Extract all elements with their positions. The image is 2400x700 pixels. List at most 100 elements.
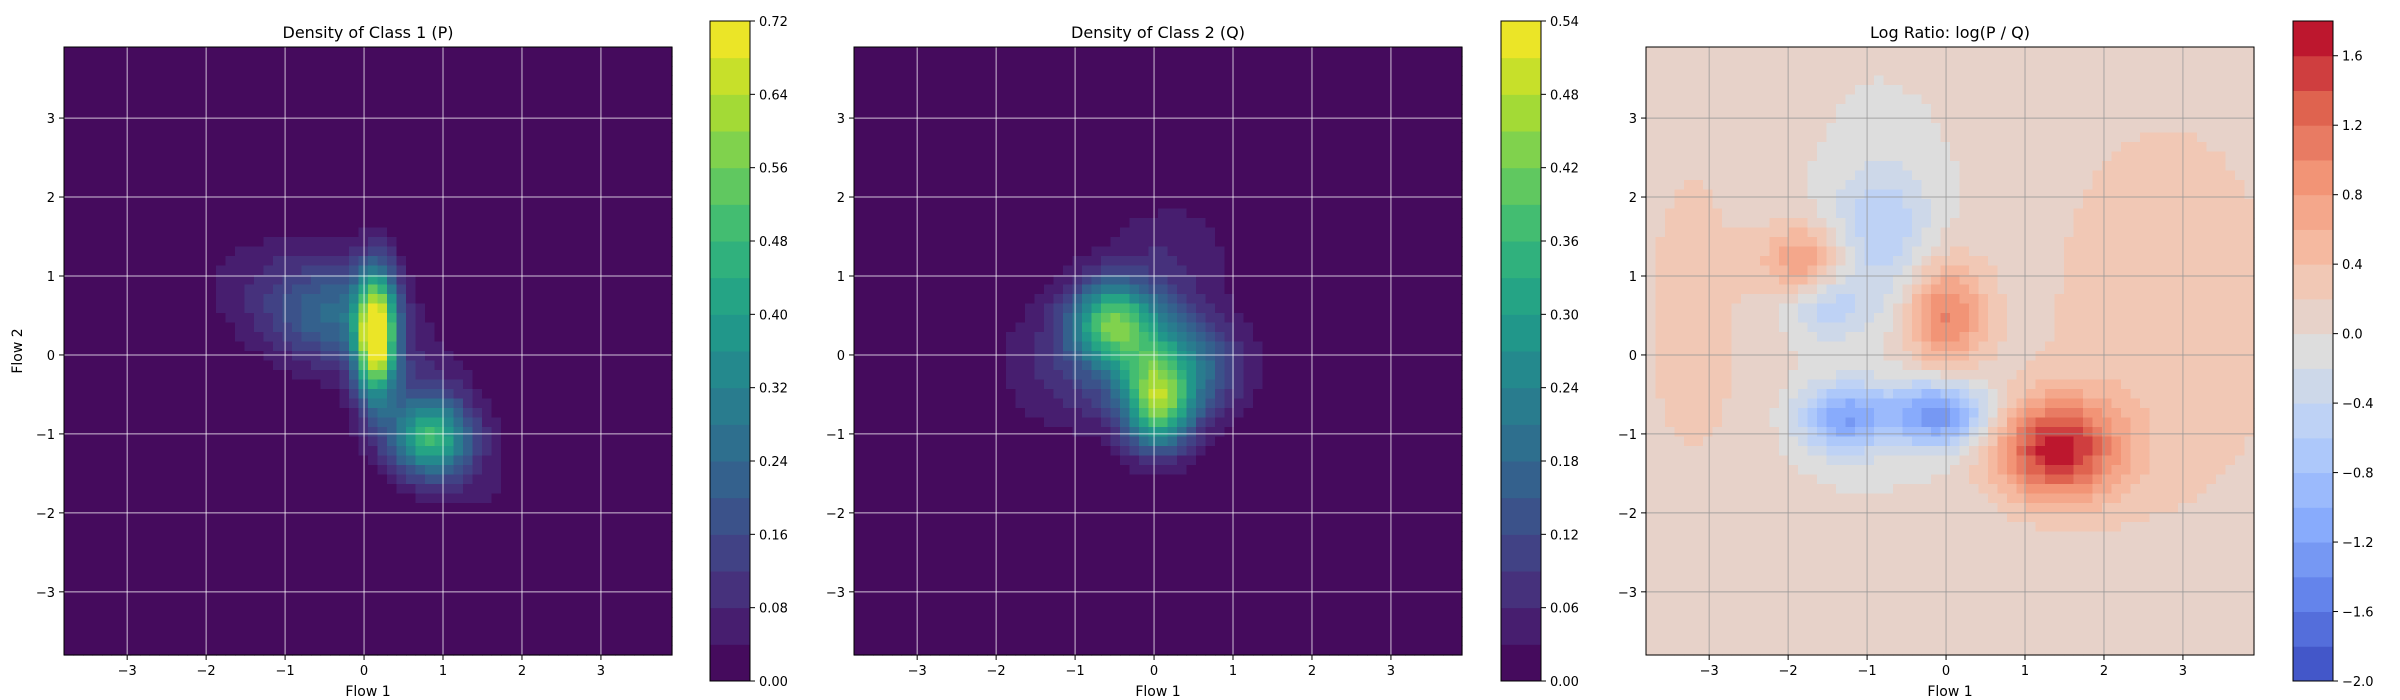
heatmap-cell [358,94,369,105]
heatmap-cell [653,474,664,485]
heatmap-cell [501,313,512,324]
heatmap-cell [168,455,179,466]
heatmap-cell [292,75,303,86]
heatmap-cell [444,408,455,419]
heatmap-cell [882,303,893,314]
heatmap-cell [558,284,569,295]
heatmap-cell [968,161,979,172]
heatmap-cell [415,417,426,428]
heatmap-cell [254,66,265,77]
heatmap-cell [939,199,950,210]
heatmap-cell [225,303,236,314]
heatmap-cell [73,47,84,58]
heatmap-cell [254,522,265,533]
heatmap-cell [567,484,578,495]
heatmap-cell [415,47,426,58]
heatmap-cell [235,503,246,514]
heatmap-cell [634,550,645,561]
heatmap-cell [653,75,664,86]
heatmap-cell [387,541,398,552]
heatmap-cell [102,379,113,390]
heatmap-cell [662,607,673,618]
heatmap-cell [586,607,597,618]
heatmap-cell [235,455,246,466]
heatmap-cell [939,170,950,181]
heatmap-cell [140,151,151,162]
heatmap-cell [121,142,132,153]
heatmap-cell [873,227,884,238]
heatmap-cell [949,617,960,628]
heatmap-cell [634,417,645,428]
heatmap-cell [168,512,179,523]
heatmap-cell [586,142,597,153]
heatmap-cell [301,161,312,172]
heatmap-cell [529,322,540,333]
heatmap-cell [159,351,170,362]
heatmap-cell [453,398,464,409]
heatmap-cell [282,66,293,77]
heatmap-cell [168,626,179,637]
heatmap-cell [311,94,322,105]
heatmap-cell [510,132,521,143]
heatmap-cell [282,550,293,561]
heatmap-cell [121,351,132,362]
heatmap-cell [368,104,379,115]
heatmap-cell [643,569,654,580]
heatmap-cell [968,170,979,181]
heatmap-cell [939,484,950,495]
heatmap-cell [349,199,360,210]
heatmap-cell [453,208,464,219]
heatmap-cell [930,227,941,238]
heatmap-cell [168,132,179,143]
heatmap-cell [539,123,550,134]
heatmap-cell [254,503,265,514]
heatmap-cell [235,180,246,191]
heatmap-cell [92,398,103,409]
heatmap-cell [453,560,464,571]
heatmap-cell [491,607,502,618]
heatmap-cell [292,132,303,143]
heatmap-cell [282,104,293,115]
heatmap-cell [624,550,635,561]
heatmap-cell [187,180,198,191]
heatmap-cell [121,66,132,77]
heatmap-cell [140,531,151,542]
heatmap-cell [140,218,151,229]
heatmap-cell [548,161,559,172]
heatmap-cell [653,56,664,67]
heatmap-cell [368,541,379,552]
heatmap-cell [930,474,941,485]
heatmap-cell [634,436,645,447]
heatmap-cell [472,237,483,248]
heatmap-cell [930,256,941,267]
heatmap-cell [311,503,322,514]
heatmap-cell [330,313,341,324]
heatmap-cell [586,227,597,238]
heatmap-cell [73,579,84,590]
heatmap-cell [368,427,379,438]
heatmap-cell [149,256,160,267]
heatmap-cell [653,503,664,514]
heatmap-cell [415,189,426,200]
heatmap-cell [901,550,912,561]
heatmap-cell [930,569,941,580]
heatmap-cell [882,284,893,295]
heatmap-cell [130,465,141,476]
heatmap-cell [187,446,198,457]
heatmap-cell [320,389,331,400]
heatmap-cell [311,170,322,181]
heatmap-cell [159,75,170,86]
heatmap-cell [102,370,113,381]
heatmap-cell [873,436,884,447]
heatmap-cell [282,636,293,647]
heatmap-cell [949,427,960,438]
heatmap-cell [444,645,455,656]
heatmap-cell [920,541,931,552]
heatmap-cell [111,474,122,485]
heatmap-cell [178,75,189,86]
heatmap-cell [244,370,255,381]
heatmap-cell [225,455,236,466]
heatmap-cell [863,579,874,590]
heatmap-cell [178,161,189,172]
heatmap-cell [244,427,255,438]
